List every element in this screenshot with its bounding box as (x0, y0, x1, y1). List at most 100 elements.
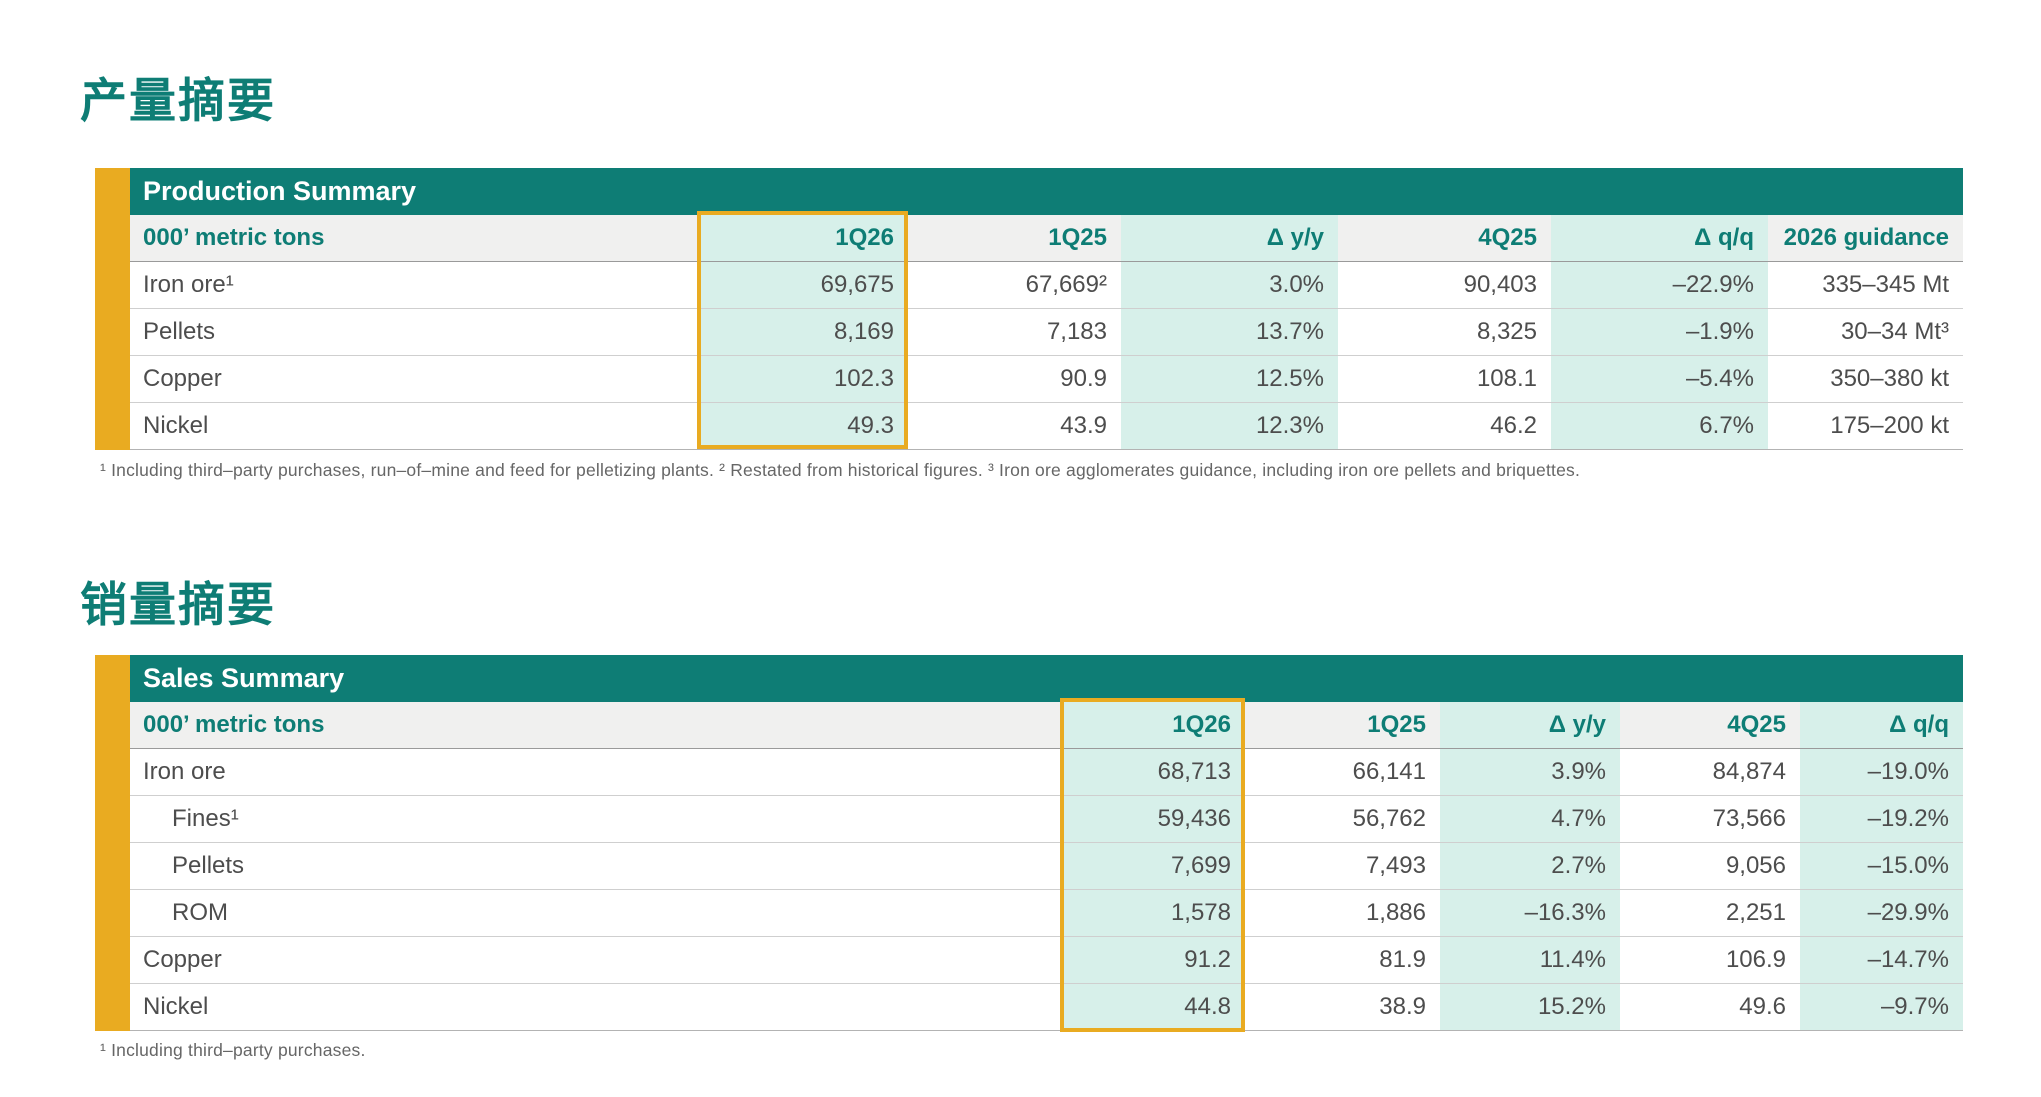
cell-1q25: 38.9 (1379, 993, 1426, 1020)
cell-delta-qq: –29.9% (1800, 890, 1963, 936)
col-header-2026-guidance: 2026 guidance (1783, 224, 1949, 251)
cell-1q26: 68,713 (1060, 749, 1245, 795)
cell-4q25: 9,056 (1725, 852, 1786, 879)
col-header-1q26: 1Q26 (697, 215, 908, 261)
cell-1q25: 7,183 (1046, 318, 1107, 345)
gold-accent-bar (95, 655, 130, 1031)
cell-1q26: 8,169 (697, 309, 908, 355)
gold-accent-bar (95, 168, 130, 450)
cell-1q26: 1,578 (1060, 890, 1245, 936)
cell-delta-yy: 4.7% (1440, 796, 1620, 842)
cell-4q25: 106.9 (1725, 946, 1786, 973)
cell-1q26: 102.3 (697, 356, 908, 402)
production-header-row: 000’ metric tons 1Q26 1Q25 Δ y/y 4Q25 Δ … (130, 215, 1963, 262)
sales-table-title: Sales Summary (130, 655, 1963, 702)
table-row-copper: Copper 102.3 90.9 12.5% 108.1 –5.4% 350–… (130, 356, 1963, 403)
row-label: Copper (143, 365, 222, 392)
sales-summary-table: Sales Summary 000’ metric tons 1Q26 1Q25… (95, 655, 1963, 1031)
table-row-nickel: Nickel 44.8 38.9 15.2% 49.6 –9.7% (130, 984, 1963, 1031)
table-row-pellets: Pellets 7,699 7,493 2.7% 9,056 –15.0% (130, 843, 1963, 890)
cell-delta-qq: –19.2% (1800, 796, 1963, 842)
cell-delta-yy: 15.2% (1440, 984, 1620, 1030)
cell-1q26: 69,675 (697, 262, 908, 308)
cell-4q25: 90,403 (1463, 271, 1537, 298)
production-summary-table: Production Summary 000’ metric tons 1Q26… (95, 168, 1963, 450)
table-row-fines: Fines¹ 59,436 56,762 4.7% 73,566 –19.2% (130, 796, 1963, 843)
col-header-delta-yy: Δ y/y (1440, 702, 1620, 748)
col-header-delta-qq: Δ q/q (1551, 215, 1768, 261)
row-label: Copper (143, 946, 222, 973)
row-label: Iron ore¹ (143, 271, 234, 298)
cell-delta-qq: –22.9% (1551, 262, 1768, 308)
sales-header-row: 000’ metric tons 1Q26 1Q25 Δ y/y 4Q25 Δ … (130, 702, 1963, 749)
table-row-rom: ROM 1,578 1,886 –16.3% 2,251 –29.9% (130, 890, 1963, 937)
cell-2026-guidance: 30–34 Mt³ (1840, 318, 1949, 345)
cell-4q25: 108.1 (1476, 365, 1537, 392)
cell-1q26: 49.3 (697, 403, 908, 449)
cell-4q25: 73,566 (1712, 805, 1786, 832)
production-table-title-label: Production Summary (143, 176, 417, 206)
cell-4q25: 46.2 (1490, 412, 1537, 439)
cell-delta-yy: 3.9% (1440, 749, 1620, 795)
cell-2026-guidance: 335–345 Mt (1822, 271, 1949, 298)
col-header-1q26: 1Q26 (1060, 702, 1245, 748)
cell-1q25: 67,669² (1025, 271, 1107, 298)
row-label: Iron ore (143, 758, 226, 785)
row-label: Fines¹ (172, 805, 239, 832)
cell-delta-qq: –5.4% (1551, 356, 1768, 402)
cell-delta-qq: –15.0% (1800, 843, 1963, 889)
cell-2026-guidance: 350–380 kt (1830, 365, 1949, 392)
table-row-nickel: Nickel 49.3 43.9 12.3% 46.2 6.7% 175–200… (130, 403, 1963, 450)
col-header-delta-yy: Δ y/y (1121, 215, 1338, 261)
cell-delta-qq: –19.0% (1800, 749, 1963, 795)
cell-delta-yy: 12.5% (1121, 356, 1338, 402)
cell-1q25: 56,762 (1352, 805, 1426, 832)
cell-4q25: 49.6 (1739, 993, 1786, 1020)
cell-delta-qq: –14.7% (1800, 937, 1963, 983)
cell-delta-qq: 6.7% (1551, 403, 1768, 449)
cell-1q25: 7,493 (1365, 852, 1426, 879)
table-row-iron-ore: Iron ore 68,713 66,141 3.9% 84,874 –19.0… (130, 749, 1963, 796)
cell-delta-yy: 11.4% (1440, 937, 1620, 983)
unit-label: 000’ metric tons (143, 224, 325, 251)
table-row-copper: Copper 91.2 81.9 11.4% 106.9 –14.7% (130, 937, 1963, 984)
cell-4q25: 84,874 (1712, 758, 1786, 785)
cell-delta-qq: –1.9% (1551, 309, 1768, 355)
row-label: ROM (172, 899, 228, 926)
cell-delta-yy: 12.3% (1121, 403, 1338, 449)
cell-1q26: 59,436 (1060, 796, 1245, 842)
cell-delta-yy: –16.3% (1440, 890, 1620, 936)
cell-delta-qq: –9.7% (1800, 984, 1963, 1030)
cell-1q25: 90.9 (1060, 365, 1107, 392)
cell-4q25: 2,251 (1725, 899, 1786, 926)
sales-table-title-label: Sales Summary (143, 663, 345, 693)
table-row-pellets: Pellets 8,169 7,183 13.7% 8,325 –1.9% 30… (130, 309, 1963, 356)
cell-1q25: 1,886 (1365, 899, 1426, 926)
cell-delta-yy: 13.7% (1121, 309, 1338, 355)
col-header-4q25: 4Q25 (1478, 224, 1537, 251)
production-footnote: ¹ Including third–party purchases, run–o… (100, 460, 1581, 480)
row-label: Pellets (143, 318, 216, 345)
row-label: Nickel (143, 993, 209, 1020)
table-row-iron-ore: Iron ore¹ 69,675 67,669² 3.0% 90,403 –22… (130, 262, 1963, 309)
unit-label: 000’ metric tons (143, 711, 325, 738)
row-label: Pellets (172, 852, 245, 879)
cell-delta-yy: 3.0% (1121, 262, 1338, 308)
col-header-delta-qq: Δ q/q (1800, 702, 1963, 748)
cell-4q25: 8,325 (1476, 318, 1537, 345)
row-label: Nickel (143, 412, 209, 439)
col-header-4q25: 4Q25 (1727, 711, 1786, 738)
cell-1q26: 7,699 (1060, 843, 1245, 889)
sales-section-heading: 销量摘要 (80, 578, 276, 633)
production-table-title: Production Summary (130, 168, 1963, 215)
cell-delta-yy: 2.7% (1440, 843, 1620, 889)
cell-1q26: 91.2 (1060, 937, 1245, 983)
cell-1q25: 66,141 (1352, 758, 1426, 785)
cell-1q25: 81.9 (1379, 946, 1426, 973)
col-header-1q25: 1Q25 (1367, 711, 1426, 738)
col-header-1q25: 1Q25 (1048, 224, 1107, 251)
sales-footnote: ¹ Including third–party purchases. (100, 1040, 366, 1060)
cell-1q25: 43.9 (1060, 412, 1107, 439)
production-section-heading: 产量摘要 (80, 74, 276, 129)
cell-1q26: 44.8 (1060, 984, 1245, 1030)
